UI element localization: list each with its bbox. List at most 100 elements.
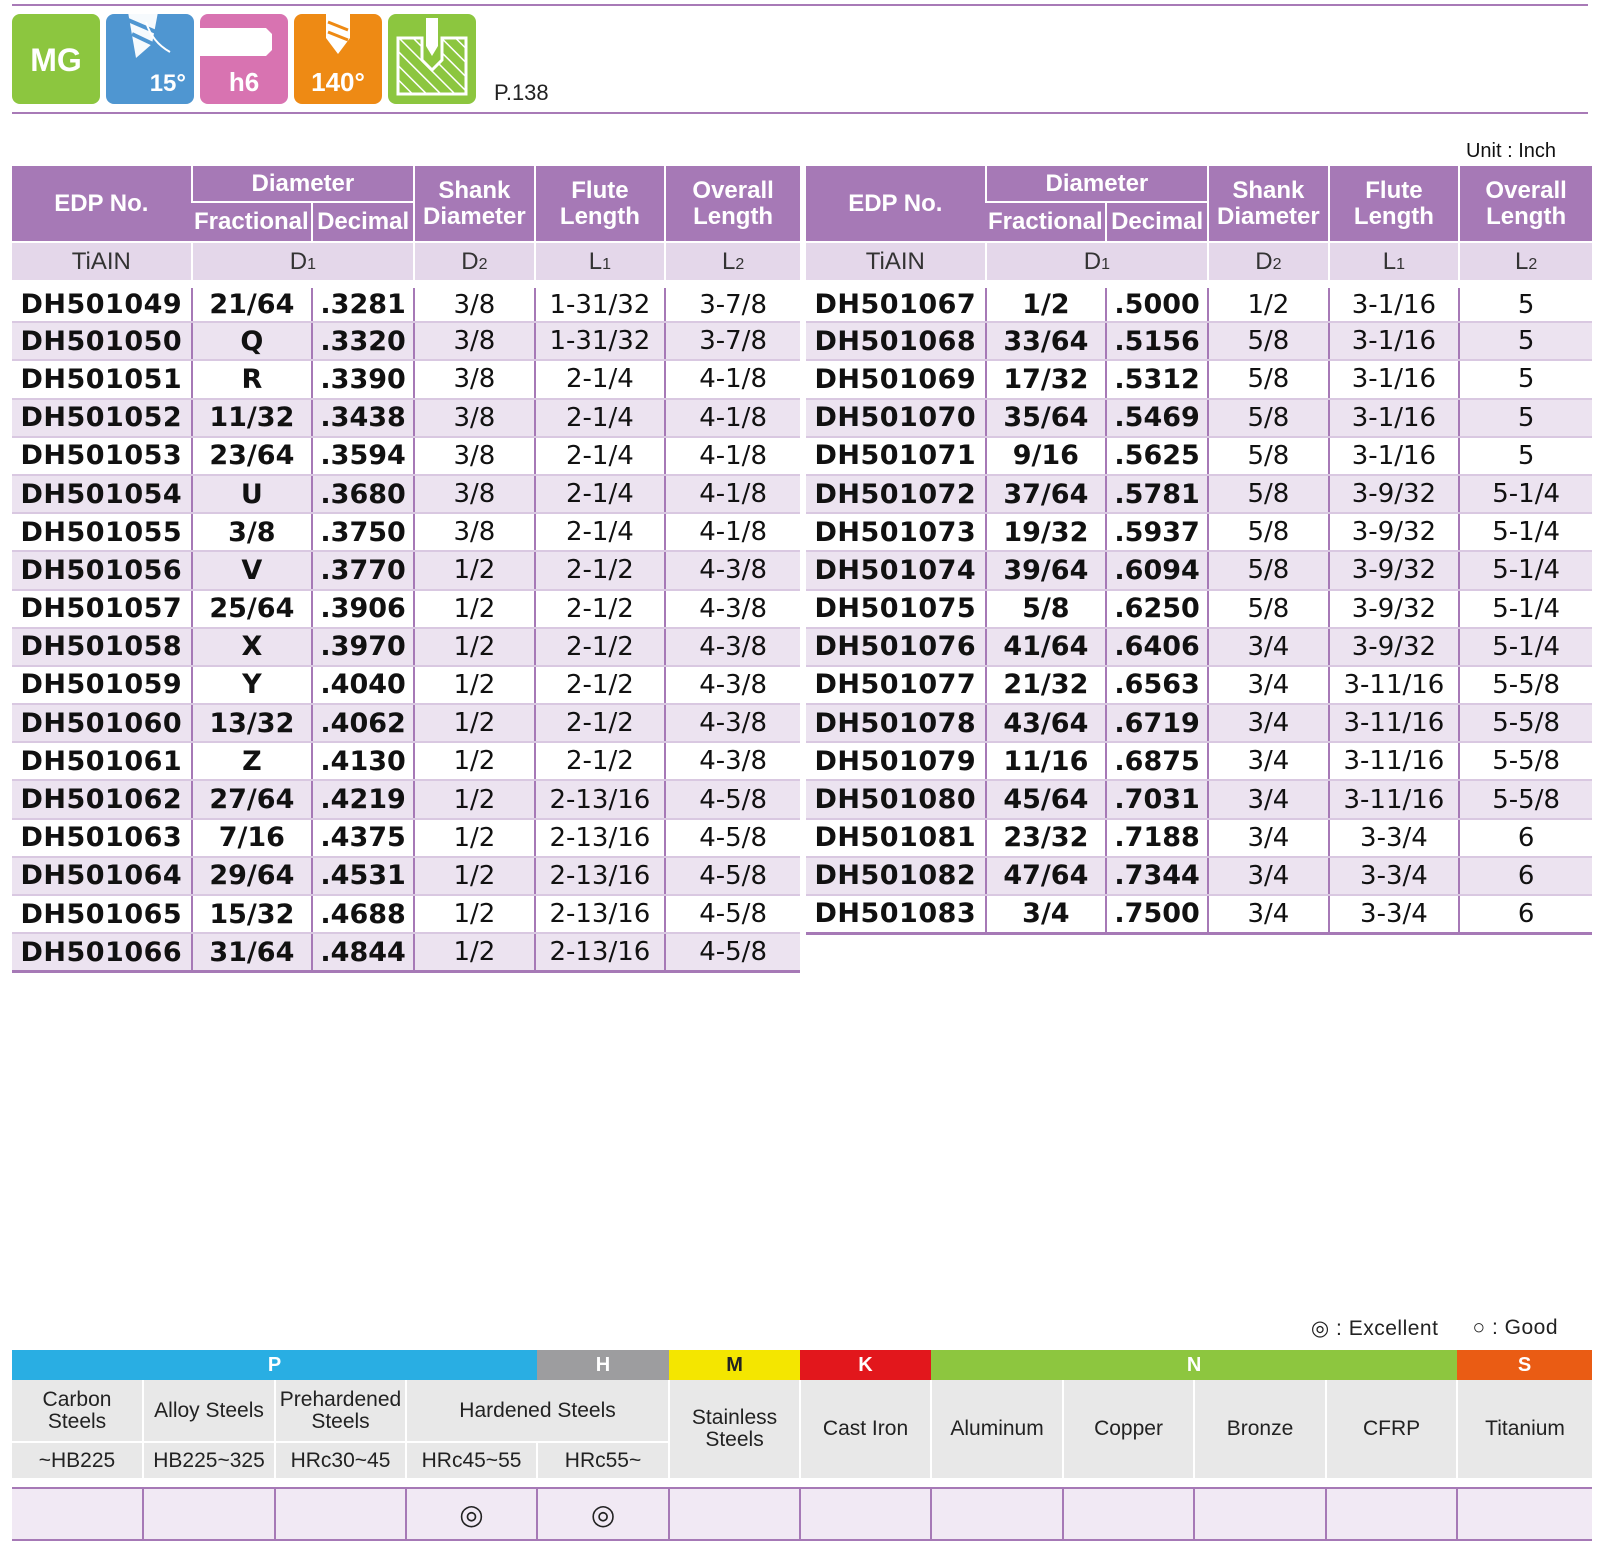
edp-no: DH501055	[12, 513, 192, 553]
edp-no: DH501070	[806, 398, 986, 438]
flute-length: 2-1/4	[533, 513, 666, 553]
shank-diameter: 5/8	[1207, 360, 1329, 400]
group-k: K	[800, 1350, 932, 1380]
overall-length: 5-5/8	[1458, 665, 1592, 706]
diameter-decimal: .7500	[1105, 895, 1209, 935]
table-row: DH501081 23/32.7188 3/4 3-3/4 6	[806, 818, 1592, 858]
shank-diameter: 3/8	[413, 284, 535, 324]
table-row: DH501074 39/64.6094 5/8 3-9/32 5-1/4	[806, 551, 1592, 591]
flute-length: 2-13/16	[533, 856, 666, 897]
overall-header: Overall Length	[1458, 166, 1592, 242]
diameter-decimal: .4688	[311, 895, 415, 935]
helix-angle-badge: 15°	[106, 14, 194, 104]
table-row: DH501059 Y .4040 1/2 2-1/2 4-3/8	[12, 665, 800, 706]
rating-cell	[930, 1487, 1064, 1541]
rating-row: ◎ ◎	[12, 1487, 1593, 1541]
table-row: DH501078 43/64.6719 3/4 3-11/16 5-5/8	[806, 704, 1592, 744]
overall-length: 4-3/8	[664, 742, 800, 782]
overall-length: 5-1/4	[1458, 551, 1592, 591]
flute-length: 3-1/16	[1327, 398, 1460, 438]
diameter-decimal: .3970	[311, 627, 415, 667]
legend-excellent: ◎ : Excellent	[1310, 1317, 1439, 1340]
hole-type-badge	[388, 14, 476, 104]
table-row: DH501053 23/64.3594 3/8 2-1/4 4-1/8	[12, 436, 800, 476]
shank-diameter: 3/8	[413, 436, 535, 476]
shank-diameter: 3/4	[1207, 742, 1329, 782]
overall-length: 5-5/8	[1458, 780, 1592, 820]
l2-label: L2	[664, 241, 800, 288]
diameter-decimal: .6563	[1105, 665, 1209, 706]
shank-tolerance-badge: h6	[200, 14, 288, 104]
shank-diameter: 1/2	[413, 895, 535, 935]
shank-diameter: 3/4	[1207, 704, 1329, 744]
table-row: DH501064 29/64.4531 1/2 2-13/16 4-5/8	[12, 856, 800, 897]
edp-no: DH501060	[12, 704, 192, 744]
overall-length: 5-1/4	[1458, 513, 1592, 553]
overall-length: 5-1/4	[1458, 627, 1592, 667]
flute-header: Flute Length	[1327, 166, 1460, 242]
table-row: DH501067 1/2.5000 1/2 3-1/16 5	[806, 284, 1592, 324]
table-row: DH501075 5/8.6250 5/8 3-9/32 5-1/4	[806, 589, 1592, 629]
diameter-decimal: .6250	[1105, 589, 1209, 629]
overall-length: 5	[1458, 436, 1592, 476]
shank-diameter: 3/8	[413, 513, 535, 553]
group-h: H	[537, 1350, 670, 1380]
flute-length: 2-13/16	[533, 895, 666, 935]
edp-no: DH501061	[12, 742, 192, 782]
flute-length: 3-11/16	[1327, 665, 1460, 706]
overall-length: 4-5/8	[664, 895, 800, 935]
overall-length: 4-1/8	[664, 513, 800, 553]
diameter-fractional: 25/64	[190, 589, 313, 629]
diameter-decimal: .5156	[1105, 322, 1209, 362]
diameter-fractional: Z	[190, 742, 313, 782]
diameter-fractional: 21/64	[190, 284, 313, 324]
shank-diameter: 1/2	[413, 589, 535, 629]
diameter-fractional: 29/64	[190, 856, 313, 897]
edp-no: DH501068	[806, 322, 986, 362]
hardness-hrc45-55: HRc45~55	[404, 1441, 538, 1478]
material-table: P H M K N S Carbon Steels Alloy Steels P…	[12, 1350, 1593, 1541]
table-row: DH501083 3/4.7500 3/4 3-3/4 6	[806, 895, 1592, 935]
material-aluminum: Aluminum	[930, 1380, 1064, 1478]
shank-diameter: 1/2	[413, 665, 535, 706]
table-row: DH501079 11/16.6875 3/4 3-11/16 5-5/8	[806, 742, 1592, 782]
material-copper: Copper	[1062, 1380, 1195, 1478]
rating-cell	[799, 1487, 932, 1541]
edp-no: DH501080	[806, 780, 986, 820]
material-bronze: Bronze	[1193, 1380, 1327, 1478]
spec-table-right: EDP No. Diameter Shank Diameter Flute Le…	[806, 166, 1592, 935]
shank-diameter: 5/8	[1207, 474, 1329, 515]
rating-cell	[1325, 1487, 1458, 1541]
diameter-fractional: 11/16	[984, 742, 1107, 782]
l1-label: L1	[1327, 241, 1460, 288]
flute-length: 3-3/4	[1327, 895, 1460, 935]
table-row: DH501055 3/8.3750 3/8 2-1/4 4-1/8	[12, 513, 800, 553]
diameter-fractional: Y	[190, 665, 313, 706]
mg-badge: MG	[12, 14, 100, 104]
diameter-decimal: .4130	[311, 742, 415, 782]
overall-length: 4-5/8	[664, 856, 800, 897]
table-row: DH501066 31/64.4844 1/2 2-13/16 4-5/8	[12, 933, 800, 973]
diameter-fractional: 7/16	[190, 818, 313, 858]
diameter-fractional: X	[190, 627, 313, 667]
shank-diameter: 5/8	[1207, 398, 1329, 438]
legend-good: ○ : Good	[1472, 1316, 1558, 1339]
diameter-decimal: .4531	[311, 856, 415, 897]
material-stainless: Stainless Steels	[668, 1380, 801, 1478]
diameter-decimal: .6875	[1105, 742, 1209, 782]
table-row: DH501060 13/32.4062 1/2 2-1/2 4-3/8	[12, 704, 800, 744]
edp-no: DH501076	[806, 627, 986, 667]
diameter-fractional: 39/64	[984, 551, 1107, 591]
diameter-fractional: 19/32	[984, 513, 1107, 553]
diameter-fractional: R	[190, 360, 313, 400]
edp-no: DH501075	[806, 589, 986, 629]
table-row: DH501072 37/64.5781 5/8 3-9/32 5-1/4	[806, 474, 1592, 515]
header-rule	[12, 112, 1588, 114]
rating-cell	[1456, 1487, 1593, 1541]
diameter-decimal: .4040	[311, 665, 415, 706]
overall-length: 3-7/8	[664, 322, 800, 362]
shank-header: Shank Diameter	[1207, 166, 1329, 242]
table-row: DH501070 35/64.5469 5/8 3-1/16 5	[806, 398, 1592, 438]
overall-length: 5	[1458, 360, 1592, 400]
edp-no: DH501066	[12, 933, 192, 973]
